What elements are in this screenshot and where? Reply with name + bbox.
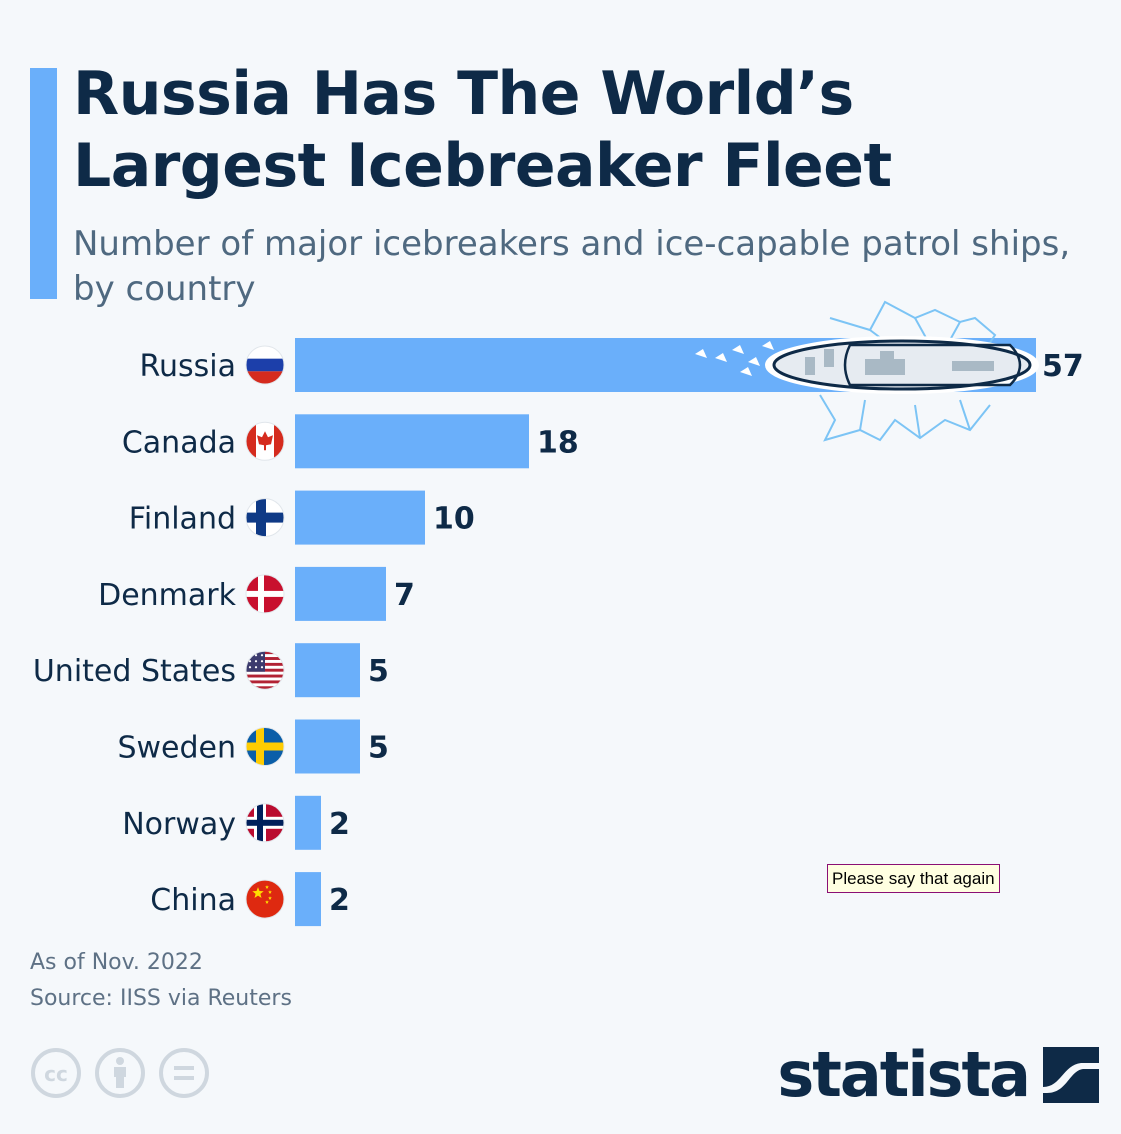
title-accent-bar [30, 68, 57, 299]
value-label: 7 [394, 578, 415, 613]
bar-group-united-states: United States 5 [33, 643, 389, 698]
bar-group-china: China 2 [150, 872, 350, 927]
tooltip: Please say that again [827, 864, 1000, 893]
value-label: 5 [368, 654, 389, 689]
value-label: 10 [433, 502, 475, 537]
category-label: Canada [122, 425, 236, 460]
source-note: Source: IISS via Reuters [30, 986, 292, 1011]
chart-title: Russia Has The World’s Largest Icebreake… [73, 59, 892, 201]
license-icons: cc [30, 1047, 210, 1099]
bar-finland[interactable] [295, 490, 425, 545]
bar-group-norway: Norway 2 [122, 795, 350, 850]
bar-norway[interactable] [295, 795, 321, 850]
bar-group-sweden: Sweden 5 [117, 719, 389, 774]
statista-mark-icon [1043, 1047, 1099, 1103]
attribution-icon[interactable] [94, 1047, 146, 1099]
united-states-flag-icon [245, 650, 285, 690]
value-label: 5 [368, 731, 389, 766]
category-label: Norway [122, 807, 236, 842]
creative-commons-icon[interactable]: cc [30, 1047, 82, 1099]
russia-flag-icon [245, 345, 285, 385]
statista-wordmark: statista [777, 1038, 1031, 1111]
as-of-note: As of Nov. 2022 [30, 950, 203, 975]
no-derivatives-icon[interactable] [158, 1047, 210, 1099]
value-label: 18 [537, 425, 579, 460]
norway-flag-icon [245, 803, 285, 843]
bar-sweden[interactable] [295, 719, 360, 774]
canada-flag-icon [245, 421, 285, 461]
category-label: Sweden [117, 731, 236, 766]
china-flag-icon [245, 879, 285, 919]
bar-denmark[interactable] [295, 566, 386, 621]
value-label: 57 [1042, 349, 1084, 384]
finland-flag-icon [245, 498, 285, 538]
statista-logo[interactable]: statista [777, 1040, 1099, 1110]
icebreaker-ship-icon [695, 300, 1039, 442]
bar-group-denmark: Denmark 7 [98, 566, 415, 621]
svg-text:cc: cc [44, 1062, 68, 1086]
denmark-flag-icon [245, 574, 285, 614]
category-label: Russia [140, 349, 237, 384]
category-label: China [150, 883, 236, 918]
chart-subtitle: Number of major icebreakers and ice-capa… [73, 224, 1071, 309]
category-label: United States [33, 654, 236, 689]
bar-china[interactable] [295, 872, 321, 927]
category-label: Denmark [98, 578, 237, 613]
bar-canada[interactable] [295, 414, 529, 469]
category-label: Finland [129, 502, 236, 537]
value-label: 2 [329, 807, 350, 842]
value-label: 2 [329, 883, 350, 918]
bar-group-finland: Finland 10 [129, 490, 475, 545]
chart-notes: As of Nov. 2022 Source: IISS via Reuters [30, 945, 292, 1017]
sweden-flag-icon [245, 727, 285, 766]
bar-united-states[interactable] [295, 643, 360, 698]
bar-group-canada: Canada 18 [122, 414, 579, 469]
